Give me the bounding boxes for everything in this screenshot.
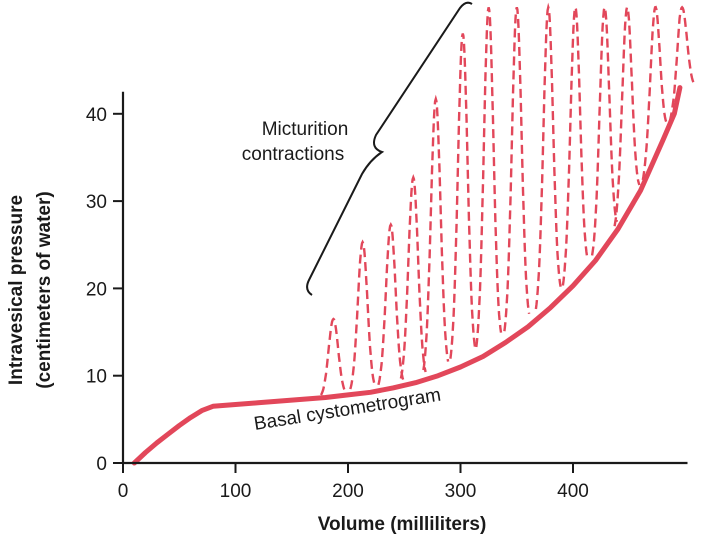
micturition-contraction — [668, 5, 696, 122]
micturition-contraction — [641, 5, 669, 181]
y-axis-title-line1: Intravesical pressure — [6, 195, 27, 385]
micturition-contraction — [613, 4, 641, 227]
micturition-brace — [306, 1, 473, 296]
micturition-contraction — [349, 239, 377, 390]
micturition-contraction — [475, 7, 503, 348]
micturition-contraction — [399, 174, 427, 379]
y-tick-label: 30 — [86, 192, 107, 213]
x-tick-label: 100 — [220, 481, 252, 502]
micturition-contraction — [422, 94, 450, 371]
micturition-contraction — [319, 317, 347, 396]
annotation-basal: Basal cystometrogram — [252, 385, 442, 435]
x-tick-label: 0 — [118, 481, 129, 502]
y-axis-title-line2: (centimeters of water) — [34, 191, 55, 388]
annotation-micturition-line2: contractions — [242, 144, 344, 165]
y-tick-label: 0 — [96, 454, 107, 475]
micturition-contraction — [377, 222, 405, 386]
x-tick-label: 300 — [445, 481, 477, 502]
micturition-contraction — [534, 2, 562, 310]
micturition-contraction — [561, 3, 589, 286]
y-tick-label: 40 — [86, 105, 107, 126]
micturition-contraction — [590, 3, 619, 256]
y-tick-label: 20 — [86, 279, 107, 300]
x-axis-title: Volume (milliliters) — [318, 514, 487, 535]
x-tick-label: 200 — [332, 481, 364, 502]
micturition-contraction — [449, 33, 477, 359]
annotation-micturition-line1: Micturition — [262, 119, 349, 140]
basal-cystometrogram-line — [131, 85, 683, 466]
x-tick-label: 400 — [557, 481, 589, 502]
micturition-contraction — [503, 6, 531, 332]
y-tick-label: 10 — [86, 367, 107, 388]
